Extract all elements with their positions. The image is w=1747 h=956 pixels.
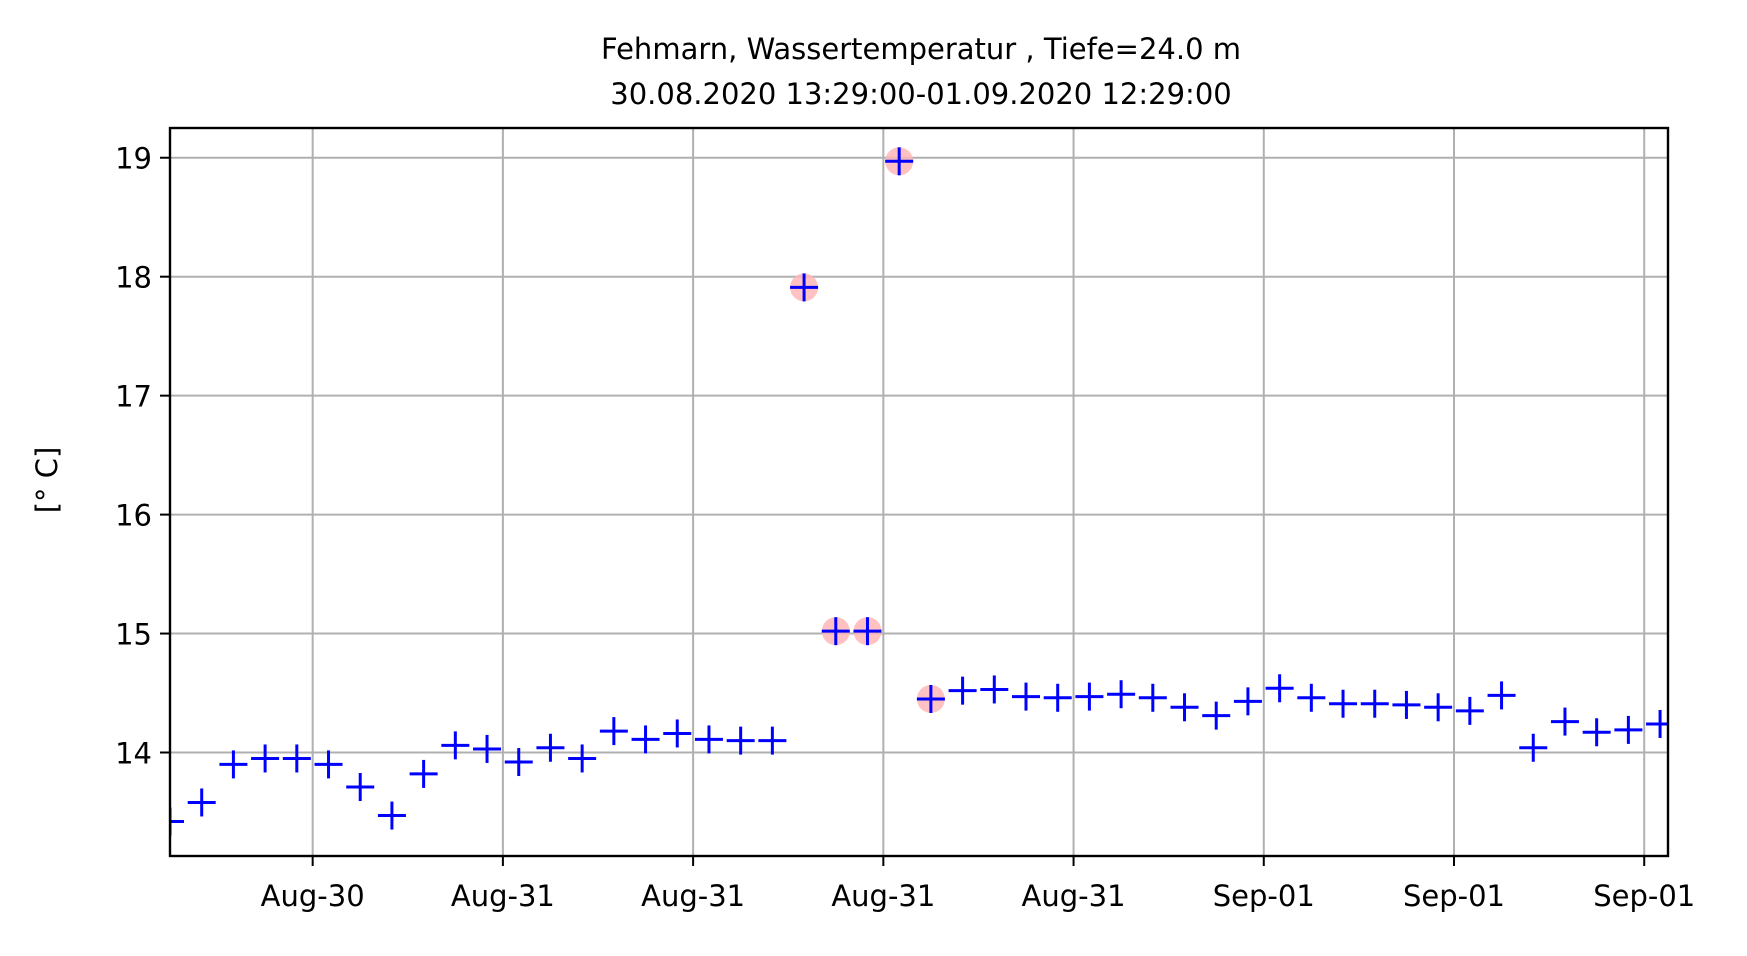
data-point [790, 273, 819, 302]
data-point [1487, 681, 1516, 710]
y-ticks: 14 15 16 17 18 19 [115, 142, 170, 771]
data-point [726, 726, 755, 755]
data-point [409, 759, 438, 788]
data-point [1614, 715, 1643, 744]
data-point [1582, 718, 1611, 747]
y-axis-label: [° C] [30, 447, 64, 514]
data-point [1424, 693, 1453, 722]
data-point [1107, 680, 1136, 709]
axes [168, 126, 1670, 858]
x-tick-label: Aug-31 [1022, 879, 1126, 913]
data-point [187, 788, 216, 817]
data-point [916, 684, 945, 713]
data-point [251, 744, 280, 773]
x-tick-label: Sep-01 [1403, 879, 1505, 913]
data-point [1329, 689, 1358, 718]
x-tick-label: Aug-31 [831, 879, 935, 913]
data-point [1012, 682, 1040, 711]
data-point [219, 750, 248, 779]
data-point [1233, 687, 1262, 716]
chart-title: Fehmarn, Wassertemperatur , Tiefe=24.0 m [601, 32, 1241, 66]
y-tick-label: 15 [115, 618, 152, 652]
grid-lines [170, 128, 1668, 856]
plot-frame [168, 126, 1670, 858]
data-point [1202, 701, 1231, 730]
data-point [314, 750, 343, 779]
x-tick-label: Aug-31 [451, 879, 555, 913]
data-point [694, 725, 723, 754]
y-tick-label: 19 [115, 142, 152, 176]
data-point [1043, 683, 1072, 712]
data-point [1265, 674, 1294, 703]
y-tick-label: 17 [115, 380, 152, 414]
data-point [1646, 709, 1668, 738]
data-point [1170, 693, 1199, 722]
data-point [1297, 683, 1326, 712]
x-tick-label: Sep-01 [1213, 879, 1315, 913]
data-point [599, 717, 628, 746]
data-point [473, 734, 502, 763]
data-point [568, 744, 597, 773]
data-point [282, 744, 311, 773]
data-point [1519, 733, 1548, 762]
data-point [170, 807, 184, 836]
data-point [1138, 683, 1167, 712]
data-point [853, 617, 882, 646]
x-tick-label: Sep-01 [1593, 879, 1695, 913]
data-point [1392, 690, 1421, 719]
data-point [821, 617, 850, 646]
data-points [170, 147, 1668, 836]
y-tick-label: 18 [115, 261, 152, 295]
data-point [346, 773, 375, 802]
data-point [948, 676, 977, 705]
data-point [631, 725, 660, 754]
data-point [885, 147, 914, 176]
data-point [980, 675, 1009, 704]
y-tick-label: 16 [115, 499, 152, 533]
y-tick-label: 14 [115, 737, 152, 771]
data-point [1455, 696, 1484, 725]
data-point [377, 801, 406, 830]
data-point [1550, 707, 1579, 736]
data-point [536, 733, 565, 762]
x-ticks: Aug-30 Aug-31 Aug-31 Aug-31 Aug-31 Sep-01 Sep-… [261, 856, 1695, 913]
data-point [758, 726, 787, 755]
x-tick-label: Aug-31 [641, 879, 745, 913]
data-point [1075, 682, 1104, 711]
data-point [1360, 689, 1389, 718]
chart-subtitle: 30.08.2020 13:29:00-01.09.2020 12:29:00 [610, 77, 1231, 111]
x-tick-label: Aug-30 [261, 879, 365, 913]
data-point [663, 719, 692, 748]
data-point [441, 731, 470, 760]
data-point [504, 748, 533, 777]
